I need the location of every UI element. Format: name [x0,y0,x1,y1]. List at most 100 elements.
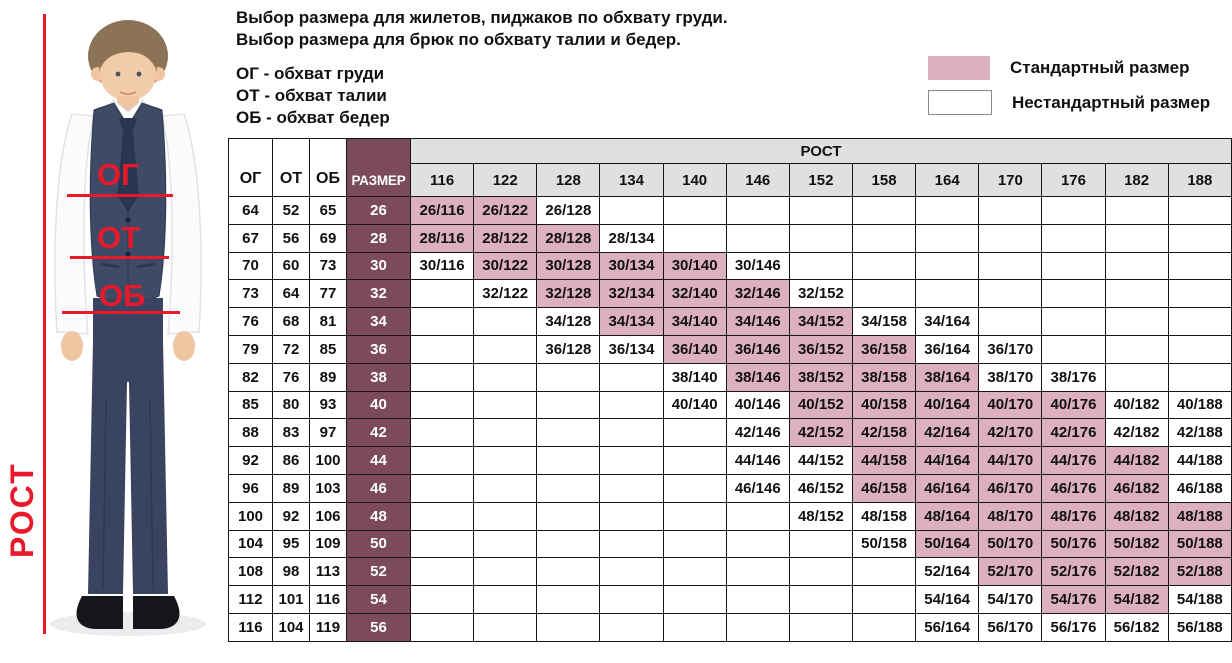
standard-size-label: Стандартный размер [1010,57,1190,77]
size-height-cell: 38/176 [1041,362,1106,392]
empty-cell [851,196,917,225]
size-height-cell: 28/116 [409,223,475,253]
empty-cell [536,362,601,392]
og-value: 116 [228,612,273,642]
empty-cell [915,196,980,225]
ot-value: 52 [272,196,310,225]
size-value: 38 [346,362,411,392]
empty-cell [409,307,475,336]
size-height-cell: 34/164 [915,307,980,336]
rost-annotation: РОСТ [4,462,40,558]
empty-cell [473,473,538,503]
size-height-cell: 44/152 [788,446,853,475]
size-height-cell: 32/146 [725,279,790,309]
size-height-cell: 26/122 [473,196,538,225]
empty-cell [662,418,727,448]
size-value: 44 [346,446,411,475]
waist-measure-line [70,256,169,259]
size-height-cell: 34/128 [536,307,601,336]
og-value: 100 [228,501,273,531]
size-height-cell: 36/158 [851,334,917,364]
height-col-header: 152 [788,163,853,197]
size-height-cell: 40/182 [1104,390,1169,420]
ob-value: 116 [309,585,347,614]
ot-value: 86 [272,446,310,475]
size-height-cell: 56/188 [1167,612,1232,642]
empty-cell [599,557,664,587]
size-height-cell: 46/182 [1104,473,1169,503]
tie [117,118,139,212]
ob-value: 106 [309,501,347,531]
empty-cell [409,473,475,503]
size-height-cell: 40/146 [725,390,790,420]
empty-cell [599,529,664,559]
size-value: 46 [346,473,411,503]
ob-value: 109 [309,529,347,559]
empty-cell [725,585,790,614]
og-annotation: ОГ [97,157,139,192]
size-height-cell: 46/170 [978,473,1043,503]
empty-cell [851,585,917,614]
size-height-cell: 40/176 [1041,390,1106,420]
empty-cell [788,529,853,559]
ob-value: 97 [309,418,347,448]
size-height-cell: 38/140 [662,362,727,392]
empty-cell [725,196,790,225]
face [100,47,156,101]
shirt-sleeve [54,113,95,335]
size-height-cell: 48/152 [788,501,853,531]
ot-value: 98 [272,557,310,587]
og-value: 108 [228,557,273,587]
size-height-cell: 56/176 [1041,612,1106,642]
og-value: 76 [228,307,273,336]
empty-cell [788,585,853,614]
empty-cell [851,557,917,587]
table-row: 82 76 89 38 38/140 38/146 38/152 38/158 38/164 38… [228,362,1232,392]
size-height-cell: 34/152 [788,307,853,336]
empty-cell [409,390,475,420]
size-height-cell: 36/134 [599,334,664,364]
size-height-cell: 50/164 [915,529,980,559]
height-col-header: 116 [409,163,475,197]
empty-cell [1167,251,1232,281]
table-row: 85 80 93 40 40/140 40/146 40/152 40/158 40/164 40… [228,390,1232,420]
size-height-cell: 34/140 [662,307,727,336]
height-col-header: 140 [662,163,727,197]
size-height-cell: 38/158 [851,362,917,392]
og-value: 73 [228,279,273,309]
empty-cell [409,585,475,614]
size-height-cell: 56/164 [915,612,980,642]
height-col-header: 176 [1041,163,1106,197]
size-height-cell: 42/152 [788,418,853,448]
empty-cell [473,529,538,559]
size-height-cell: 30/128 [536,251,601,281]
size-height-cell: 30/146 [725,251,790,281]
legend-row-nonstandard: Нестандартный размер [928,90,1210,115]
empty-cell [788,612,853,642]
size-height-cell: 28/122 [473,223,538,253]
size-height-cell: 38/152 [788,362,853,392]
size-height-cell: 44/164 [915,446,980,475]
ob-annotation: ОБ [99,278,146,313]
ob-value: 69 [309,223,347,253]
size-height-cell: 44/188 [1167,446,1232,475]
size-value: 26 [346,196,411,225]
size-height-cell: 42/146 [725,418,790,448]
size-height-cell: 38/146 [725,362,790,392]
empty-cell [473,334,538,364]
ob-value: 103 [309,473,347,503]
size-height-cell: 46/164 [915,473,980,503]
size-height-cell: 32/134 [599,279,664,309]
empty-cell [662,446,727,475]
nonstandard-size-label: Нестандартный размер [1012,92,1211,112]
table-row: 116 104 119 56 56/164 56/170 56/176 56/182 56/18… [228,612,1232,642]
empty-cell [1041,279,1106,309]
empty-cell [851,223,917,253]
empty-cell [473,557,538,587]
ob-value: 81 [309,307,347,336]
empty-cell [1041,196,1106,225]
table-header-row-2: 116 122 128 134 140 146 152 158 164 170 176 182 188 [229,163,1232,197]
empty-cell [599,418,664,448]
ot-value: 56 [272,223,310,253]
empty-cell [409,501,475,531]
